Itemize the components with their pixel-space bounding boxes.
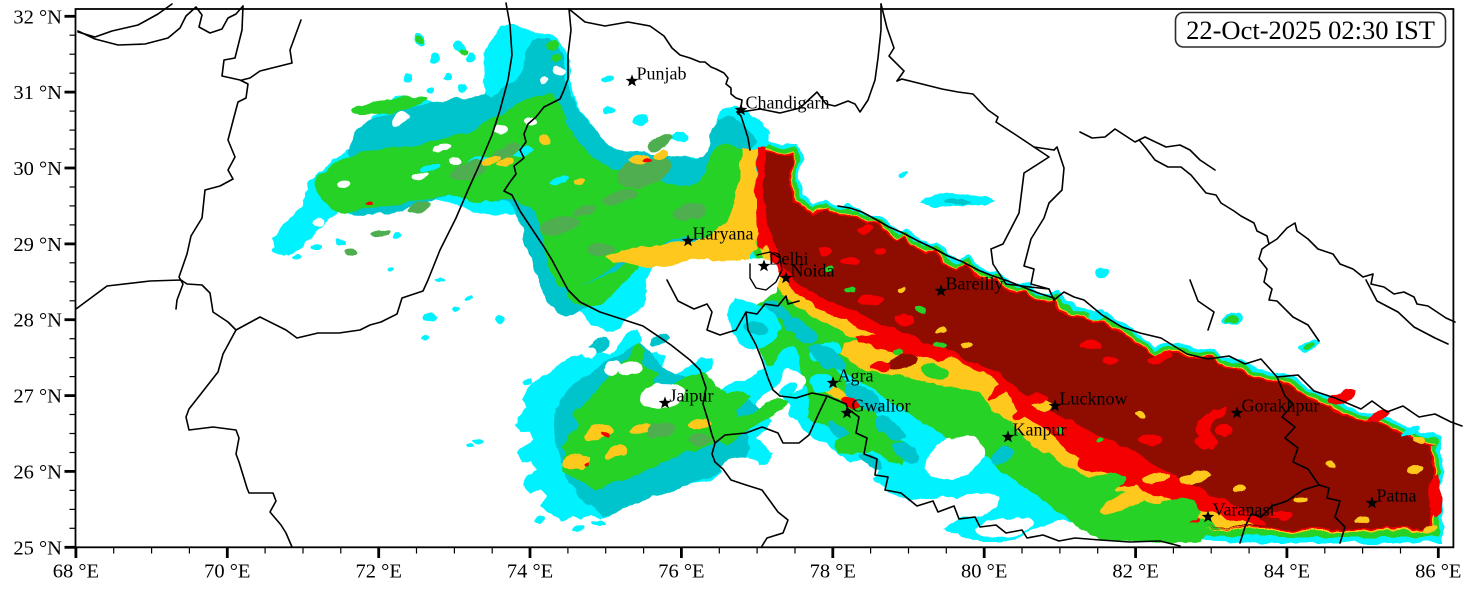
svg-text:Haryana: Haryana: [693, 224, 754, 244]
svg-text:Bareilly: Bareilly: [946, 274, 1004, 294]
svg-text:68 °E: 68 °E: [53, 561, 99, 583]
svg-text:30 °N: 30 °N: [13, 158, 62, 180]
svg-text:72 °E: 72 °E: [356, 561, 402, 583]
svg-text:28 °N: 28 °N: [13, 310, 62, 332]
svg-text:82 °E: 82 °E: [1112, 561, 1158, 583]
svg-text:Jaipur: Jaipur: [670, 386, 714, 406]
svg-text:26 °N: 26 °N: [13, 461, 62, 483]
svg-text:84 °E: 84 °E: [1264, 561, 1310, 583]
svg-text:Chandigarh: Chandigarh: [746, 93, 830, 113]
svg-text:Gwalior: Gwalior: [852, 396, 911, 416]
svg-text:70 °E: 70 °E: [204, 561, 250, 583]
svg-text:32 °N: 32 °N: [13, 6, 62, 28]
svg-text:31 °N: 31 °N: [13, 82, 62, 104]
svg-text:Varanasi: Varanasi: [1213, 500, 1275, 520]
svg-text:Kanpur: Kanpur: [1013, 420, 1067, 440]
svg-text:27 °N: 27 °N: [13, 386, 62, 408]
svg-text:29 °N: 29 °N: [13, 234, 62, 256]
svg-text:Noida: Noida: [791, 261, 835, 281]
svg-text:76 °E: 76 °E: [658, 561, 704, 583]
svg-text:74 °E: 74 °E: [507, 561, 553, 583]
svg-text:Gorakhpur: Gorakhpur: [1242, 396, 1320, 416]
svg-text:Delhi: Delhi: [769, 249, 809, 269]
svg-text:Agra: Agra: [838, 366, 874, 386]
svg-text:78 °E: 78 °E: [810, 561, 856, 583]
svg-text:80 °E: 80 °E: [961, 561, 1007, 583]
svg-text:22-Oct-2025 02:30 IST: 22-Oct-2025 02:30 IST: [1186, 15, 1435, 45]
svg-text:Lucknow: Lucknow: [1060, 389, 1128, 409]
svg-text:86 °E: 86 °E: [1415, 561, 1461, 583]
svg-text:Patna: Patna: [1377, 486, 1417, 506]
svg-text:Punjab: Punjab: [637, 64, 687, 84]
svg-text:25 °N: 25 °N: [13, 537, 62, 559]
